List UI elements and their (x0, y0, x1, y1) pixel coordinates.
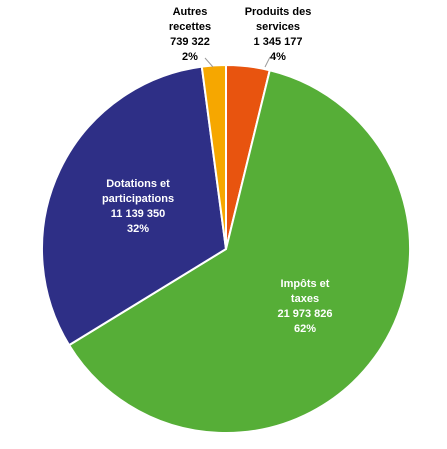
slice-category-label: taxes (291, 293, 319, 305)
pie-slice (41, 65, 227, 347)
pie-slice (68, 69, 411, 434)
slice-percent-label: 2% (182, 51, 198, 63)
slice-percent-label: 4% (270, 51, 286, 63)
slice-value-label: 1 345 177 (254, 36, 303, 48)
slice-value-label: 739 322 (170, 36, 210, 48)
slice-category-label: Impôts et (281, 278, 330, 290)
data-labels: Produits des services 1 345 177 4% Impôts et… (102, 6, 333, 335)
slice-value-label: 11 139 350 (111, 208, 165, 220)
slice-category-label: services (256, 21, 300, 33)
slice-data-label: Produits des services 1 345 177 4% (245, 6, 312, 63)
pie-slice (200, 64, 227, 250)
slice-data-label: Dotations et participations 11 139 350 32% (102, 178, 174, 235)
label-leader-line (264, 56, 271, 68)
slice-category-label: Autres (173, 6, 208, 18)
slice-data-label: Impôts et taxes 21 973 826 62% (277, 278, 332, 335)
slice-percent-label: 32% (127, 223, 149, 235)
slice-category-label: recettes (169, 21, 211, 33)
slice-data-label: Autres recettes 739 322 2% (169, 6, 211, 63)
leader-lines (204, 56, 271, 68)
slice-percent-label: 62% (294, 323, 316, 335)
slice-category-label: participations (102, 193, 174, 205)
slice-category-label: Produits des (245, 6, 312, 18)
slice-category-label: Dotations et (106, 178, 170, 190)
label-leader-line (204, 57, 214, 68)
slice-value-label: 21 973 826 (277, 308, 332, 320)
pie-slices (41, 64, 411, 434)
